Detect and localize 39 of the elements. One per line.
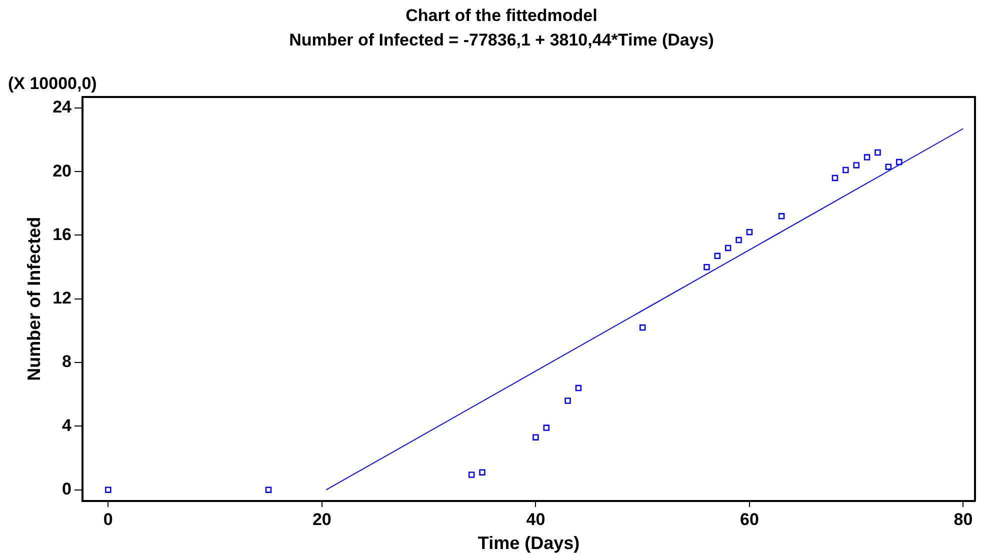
point: [864, 154, 870, 160]
chart-subtitle: Number of Infected = -77836,1 + 3810,44*Time (Days): [289, 30, 714, 50]
point: [832, 174, 838, 182]
y-tick-label: 16: [52, 224, 72, 244]
point: [543, 424, 550, 431]
point: [778, 213, 785, 220]
point: [575, 384, 582, 392]
point: [704, 264, 710, 270]
x-tick-label: 80: [954, 510, 973, 529]
point: [532, 434, 539, 440]
point: [853, 162, 860, 168]
point: [105, 486, 112, 493]
point: [874, 149, 881, 156]
chart-title: Chart of the fittedmodel: [406, 6, 598, 25]
point: [265, 486, 272, 493]
y-tick-label: 0: [62, 480, 72, 499]
point: [479, 469, 486, 476]
point: [639, 324, 646, 331]
point: [746, 228, 753, 236]
y-tick-label: 12: [52, 288, 72, 308]
y-tick-label: 4: [62, 416, 72, 435]
x-axis-title: Time (Days): [478, 533, 580, 554]
point: [885, 164, 892, 170]
y-tick-label: 24: [52, 98, 72, 117]
text: (X 10000,0): [8, 74, 97, 93]
point: [724, 244, 732, 252]
y-tick-label: 8: [62, 352, 72, 372]
y-tick-label: 20: [52, 161, 72, 180]
point: [896, 158, 902, 166]
x-tick-label: 40: [526, 510, 546, 529]
x-tick-label: 60: [740, 510, 759, 529]
y-axis-title: Number of Infected: [24, 216, 44, 381]
x-tick-label: 20: [312, 510, 332, 529]
point: [564, 398, 571, 404]
point: [842, 166, 849, 174]
point: [736, 236, 742, 244]
point: [714, 252, 721, 260]
x-tick-label: 0: [103, 510, 113, 529]
point: [468, 472, 475, 478]
